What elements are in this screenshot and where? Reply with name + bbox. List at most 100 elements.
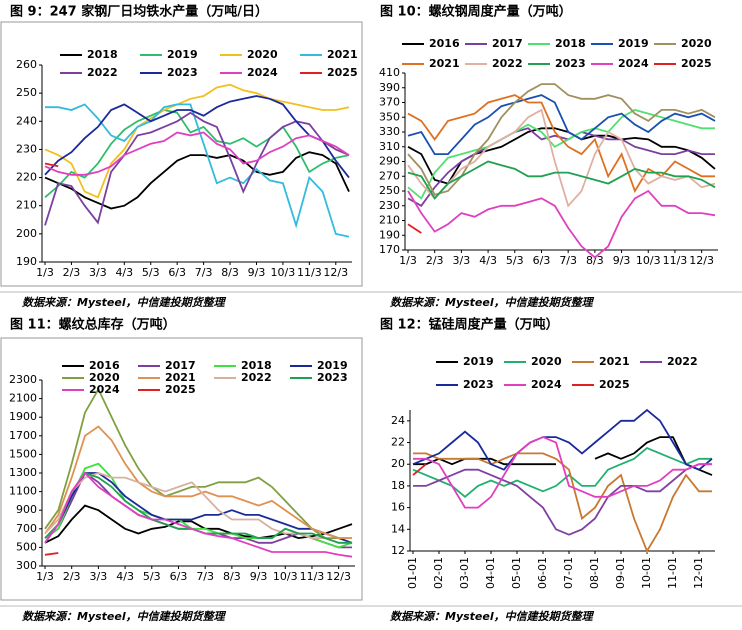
legend-label: 2024 — [247, 66, 278, 79]
legend-label: 2022 — [667, 355, 698, 368]
legend-label: 2018 — [241, 359, 272, 372]
y-tick-label: 16 — [391, 501, 405, 514]
y-tick-label: 18 — [391, 479, 405, 492]
x-tick-label: 11/3 — [663, 254, 688, 267]
x-tick-label: 5/3 — [506, 254, 524, 267]
y-tick-label: 22 — [391, 436, 405, 449]
y-tick-label: 260 — [16, 58, 37, 71]
legend-label: 2019 — [167, 48, 198, 61]
legend-label: 2016 — [89, 359, 120, 372]
y-tick-label: 290 — [379, 155, 400, 168]
x-tick-label: 8/3 — [586, 254, 604, 267]
legend-label: 2020 — [89, 371, 120, 384]
legend-label: 2017 — [492, 37, 523, 50]
series-line — [407, 127, 716, 185]
series-line — [44, 504, 353, 544]
x-tick-label: 10/3 — [271, 266, 296, 279]
legend-label: 2023 — [317, 371, 348, 384]
legend-label: 2021 — [165, 371, 196, 384]
series-line — [407, 94, 716, 155]
legend-label: 2025 — [165, 383, 196, 396]
x-tick-label: 2/3 — [426, 254, 444, 267]
y-tick-label: 230 — [16, 142, 37, 155]
x-tick-label: 11/3 — [297, 266, 322, 279]
y-tick-label: 240 — [16, 114, 37, 127]
series-line — [413, 436, 712, 509]
legend-label: 2019 — [618, 37, 649, 50]
y-tick-label: 24 — [391, 414, 405, 427]
series-line — [407, 160, 716, 200]
figure-title: 图 11：螺纹总库存（万吨） — [10, 317, 176, 333]
legend-label: 2017 — [165, 359, 196, 372]
legend-label: 2020 — [247, 48, 278, 61]
legend-label: 2023 — [555, 57, 586, 70]
x-tick-label: 11-01 — [666, 557, 679, 589]
series-line — [412, 408, 713, 471]
x-tick-label: 3/3 — [89, 266, 107, 279]
x-tick-label: 8/3 — [221, 266, 239, 279]
y-tick-label: 1700 — [9, 429, 37, 442]
legend-label: 2018 — [555, 37, 586, 50]
y-tick-label: 1900 — [9, 410, 37, 423]
x-tick-label: 1/3 — [36, 570, 54, 583]
x-tick-label: 6/3 — [168, 266, 186, 279]
x-tick-label: 05-01 — [510, 557, 523, 589]
legend-label: 2021 — [327, 48, 358, 61]
x-tick-label: 4/3 — [479, 254, 497, 267]
x-tick-label: 02-01 — [432, 557, 445, 589]
y-tick-label: 330 — [379, 125, 400, 138]
y-tick-label: 370 — [379, 96, 400, 109]
x-tick-label: 1/3 — [399, 254, 417, 267]
y-tick-label: 900 — [16, 503, 37, 516]
series-line — [44, 471, 353, 558]
x-tick-label: 04-01 — [484, 557, 497, 589]
legend-label: 2023 — [167, 66, 198, 79]
x-tick-label: 4/3 — [115, 266, 133, 279]
y-tick-label: 390 — [379, 81, 400, 94]
y-tick-label: 210 — [16, 199, 37, 212]
y-tick-label: 210 — [379, 214, 400, 227]
x-tick-label: 1/3 — [36, 266, 54, 279]
x-tick-label: 7/3 — [195, 266, 213, 279]
y-tick-label: 1500 — [9, 447, 37, 460]
legend-label: 2024 — [89, 383, 120, 396]
y-tick-label: 300 — [16, 559, 37, 572]
figure-title: 图 9：247 家钢厂日均铁水产量（万吨/日） — [10, 4, 268, 20]
x-tick-label: 12-01 — [692, 557, 705, 589]
panel-frame — [0, 21, 363, 287]
x-tick-label: 10/3 — [273, 570, 298, 583]
x-tick-label: 3/3 — [453, 254, 471, 267]
x-tick-label: 12/3 — [323, 266, 348, 279]
x-tick-label: 07-01 — [562, 557, 575, 589]
x-tick-label: 09-01 — [614, 557, 627, 589]
y-tick-label: 700 — [16, 522, 37, 535]
y-tick-label: 310 — [379, 140, 400, 153]
series-line — [413, 463, 712, 536]
x-tick-label: 9/3 — [250, 570, 268, 583]
y-tick-label: 410 — [379, 66, 400, 79]
y-tick-label: 500 — [16, 540, 37, 553]
series-line — [44, 151, 350, 210]
source-note: 数据来源：Mysteel，中信建投期货整理 — [22, 610, 227, 623]
series-line — [44, 425, 352, 539]
y-tick-label: 270 — [379, 169, 400, 182]
figure-title: 图 10：螺纹钢周度产量（万吨） — [380, 4, 572, 20]
y-tick-label: 250 — [16, 86, 37, 99]
y-tick-label: 200 — [16, 227, 37, 240]
series-line — [412, 446, 712, 498]
legend-label: 2024 — [531, 378, 562, 391]
series-line — [44, 387, 352, 539]
x-tick-label: 6/3 — [533, 254, 551, 267]
legend-label: 2020 — [681, 37, 712, 50]
series-line — [44, 162, 59, 168]
series-line — [44, 83, 350, 199]
legend-label: 2025 — [327, 66, 358, 79]
legend-label: 2022 — [492, 57, 523, 70]
legend-label: 2022 — [87, 66, 118, 79]
series-line — [45, 103, 350, 238]
series-line — [44, 95, 350, 179]
y-tick-label: 230 — [379, 199, 400, 212]
panel-frame — [0, 337, 363, 601]
x-tick-label: 5/3 — [143, 570, 161, 583]
